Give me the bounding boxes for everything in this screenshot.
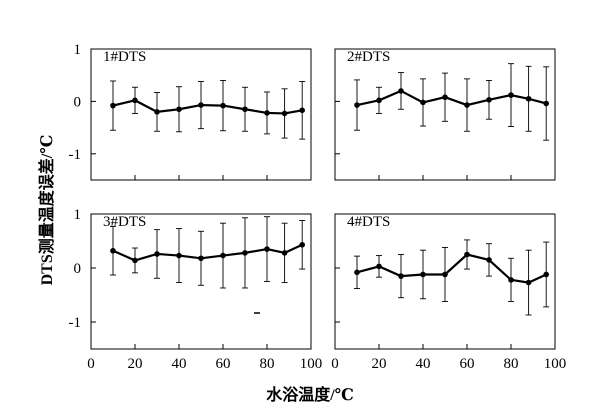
data-point bbox=[176, 252, 182, 259]
x-tick-label: 20 bbox=[128, 356, 143, 372]
data-point bbox=[198, 255, 204, 262]
data-point bbox=[525, 95, 532, 102]
data-point bbox=[464, 102, 470, 108]
plot-frame bbox=[334, 213, 556, 350]
data-point bbox=[442, 271, 448, 278]
data-point bbox=[508, 277, 514, 283]
data-point bbox=[110, 102, 116, 109]
plot-frame bbox=[90, 48, 312, 181]
data-point bbox=[132, 257, 138, 264]
y-tick-label: -1 bbox=[69, 315, 82, 331]
panel-title: 1#DTS bbox=[103, 49, 146, 65]
data-point bbox=[242, 250, 248, 256]
data-point bbox=[543, 271, 549, 278]
x-tick-label: 20 bbox=[372, 356, 387, 372]
panel-title: 2#DTS bbox=[347, 49, 390, 65]
data-point bbox=[376, 97, 382, 104]
data-point bbox=[220, 102, 226, 109]
data-point bbox=[176, 106, 182, 113]
x-tick-label: 60 bbox=[460, 356, 475, 372]
x-tick-label: 40 bbox=[416, 356, 431, 372]
x-axis-title: 水浴温度/℃ bbox=[266, 385, 354, 404]
panel-2: 2#DTS bbox=[334, 48, 556, 181]
data-point bbox=[420, 271, 426, 278]
x-tick-label: 80 bbox=[260, 356, 275, 372]
panel-3: 3#DTS 1 0 -1 bbox=[69, 207, 312, 350]
data-point bbox=[486, 257, 492, 263]
data-point bbox=[154, 251, 160, 257]
series-line bbox=[112, 243, 303, 262]
y-tick-label: 0 bbox=[74, 261, 82, 277]
plot-frame bbox=[334, 48, 556, 181]
y-tick-label: -1 bbox=[69, 147, 82, 163]
data-point bbox=[281, 250, 288, 256]
panel-4: 4#DTS bbox=[334, 213, 556, 350]
data-point bbox=[398, 273, 404, 279]
panel-title: 4#DTS bbox=[347, 214, 390, 230]
y-tick-label: 1 bbox=[74, 207, 82, 223]
series-line bbox=[356, 89, 547, 107]
data-point bbox=[264, 246, 270, 252]
y-tick-label: 1 bbox=[74, 42, 82, 58]
x-tick-label: 80 bbox=[504, 356, 519, 372]
x-tick-label: 40 bbox=[172, 356, 187, 372]
data-point bbox=[299, 241, 306, 248]
data-point bbox=[299, 107, 306, 114]
data-point bbox=[464, 251, 470, 258]
x-tick-label: 100 bbox=[544, 356, 567, 372]
data-point bbox=[543, 100, 549, 107]
data-point bbox=[486, 97, 492, 103]
x-tick-label: 100 bbox=[300, 356, 323, 372]
x-tick-labels: 0 20 40 60 80 100 0 20 40 60 80 100 bbox=[87, 356, 566, 372]
data-point bbox=[110, 247, 116, 254]
data-point bbox=[220, 252, 226, 259]
panel-1: 1#DTS 1 0 -1 bbox=[69, 42, 312, 181]
x-tick-label: 0 bbox=[331, 356, 339, 372]
data-point bbox=[525, 279, 532, 286]
data-point bbox=[508, 92, 514, 98]
data-point bbox=[154, 109, 160, 115]
data-point bbox=[132, 97, 138, 104]
data-point bbox=[264, 110, 270, 116]
x-tick-label: 60 bbox=[216, 356, 231, 372]
data-point bbox=[376, 263, 382, 270]
series-line bbox=[112, 99, 303, 115]
data-point bbox=[242, 106, 248, 113]
x-tick-label: 0 bbox=[87, 356, 95, 372]
data-point bbox=[420, 99, 426, 106]
data-point bbox=[281, 110, 288, 117]
data-point bbox=[354, 269, 360, 276]
series-line bbox=[356, 253, 547, 284]
data-point bbox=[442, 94, 448, 101]
data-point bbox=[198, 102, 204, 108]
panels: 1#DTS 1 0 -1 2#DTS 3#DTS 1 0 -1 4#DTS bbox=[69, 42, 556, 350]
data-point bbox=[398, 88, 404, 94]
y-tick-label: 0 bbox=[74, 94, 82, 110]
y-axis-title: DTS测量温度误差/℃ bbox=[37, 135, 56, 286]
data-point bbox=[354, 102, 360, 108]
panel-title: 3#DTS bbox=[103, 214, 146, 230]
plot-frame bbox=[90, 213, 312, 350]
